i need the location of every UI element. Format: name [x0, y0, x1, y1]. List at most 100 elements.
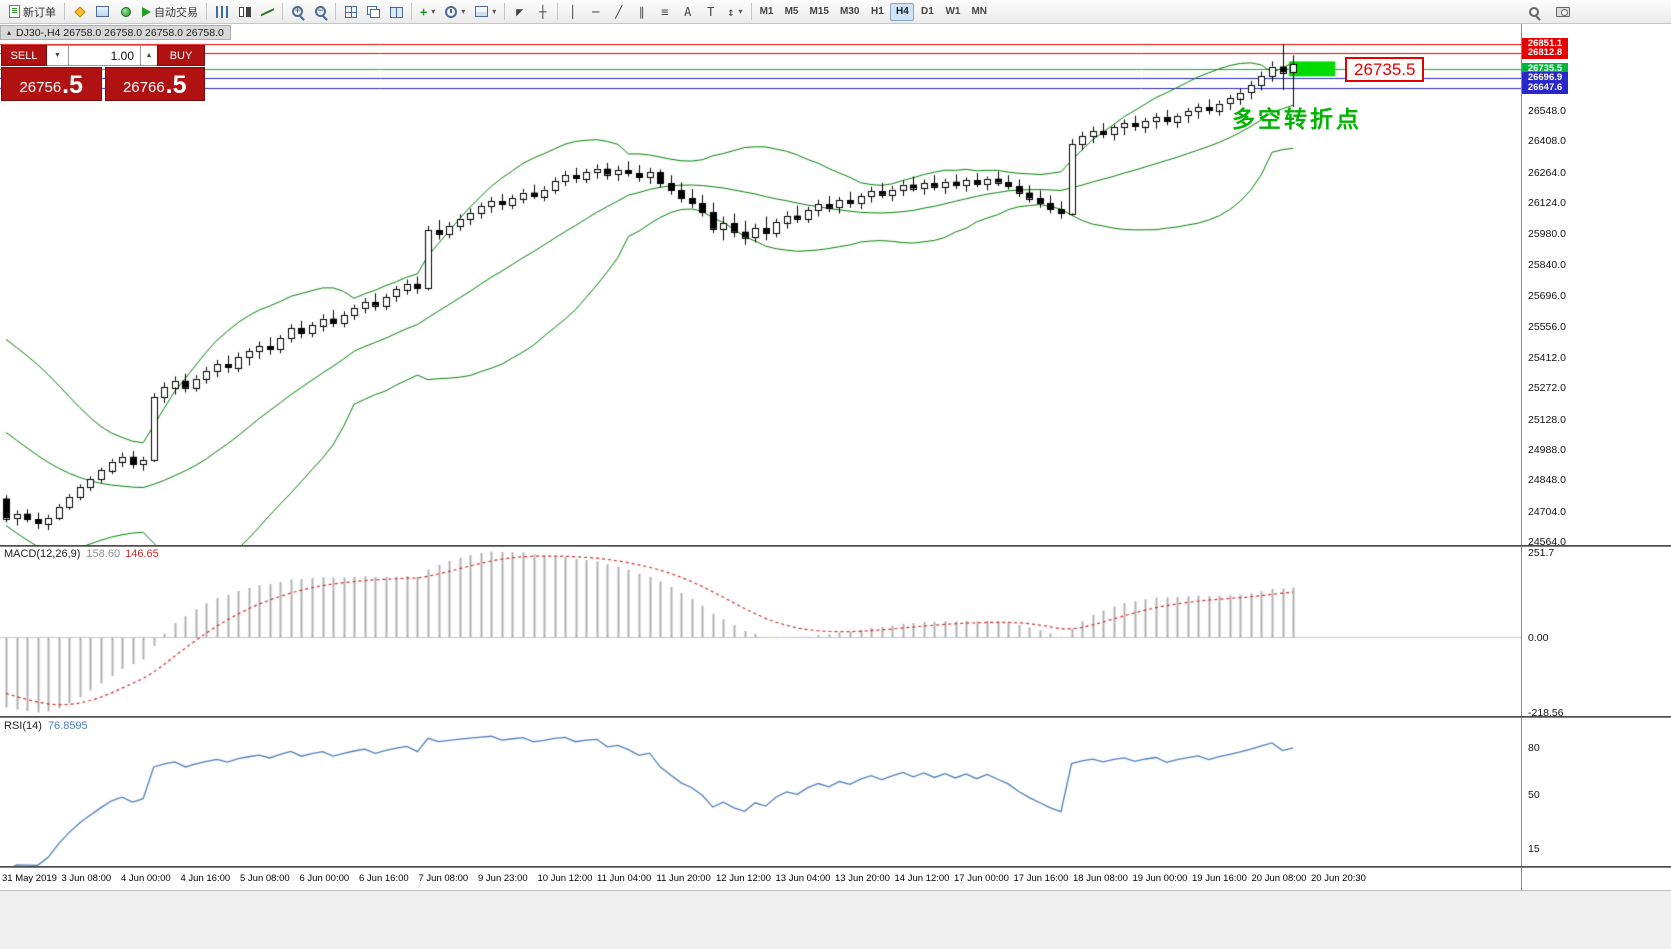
crosshair-icon: ┼: [539, 4, 547, 19]
horizontal-line-button[interactable]: ─: [584, 2, 607, 22]
timeframe-button-m15[interactable]: M15: [809, 6, 829, 17]
camera-icon: [1556, 6, 1570, 17]
time-axis-label: 7 Jun 08:00: [418, 873, 469, 884]
chart-annotation-text[interactable]: 多空转折点: [1232, 106, 1362, 132]
new-order-button[interactable]: 新订单: [4, 2, 61, 22]
sell-button[interactable]: SELL: [1, 45, 47, 66]
price-level-callout[interactable]: 26735.5: [1345, 57, 1425, 82]
sell-price-button[interactable]: 26756 .5: [1, 67, 102, 101]
zoom-in-icon: +: [292, 6, 303, 17]
timeframe-button-h4[interactable]: H4: [890, 2, 915, 21]
monitor-icon: [96, 6, 109, 17]
time-axis-label: 13 Jun 04:00: [775, 873, 831, 884]
line-chart-button[interactable]: [256, 2, 279, 22]
zoom-in-button[interactable]: +: [286, 2, 309, 22]
rsi-indicator-label: RSI(14) 76.8595: [4, 720, 88, 732]
arrows-tool-button[interactable]: ↕ ▾: [722, 2, 747, 22]
timeframe-button-mn[interactable]: MN: [971, 6, 987, 17]
time-axis[interactable]: 31 May 2019 3 Jun 08:00 4 Jun 00:00 4 Jun 1…: [0, 868, 1522, 890]
toolbar-separator: [335, 3, 336, 20]
sell-price-main: 26756: [19, 79, 62, 96]
channel-button[interactable]: ∥: [630, 2, 653, 22]
data-window-button[interactable]: [91, 2, 114, 22]
label-tool-button[interactable]: T: [699, 2, 722, 22]
panel-splitter[interactable]: [0, 716, 1671, 718]
play-icon: [142, 6, 151, 17]
crosshair-button[interactable]: ┼: [531, 2, 554, 22]
macd-value-signal: 146.65: [125, 548, 159, 560]
snapshot-button[interactable]: [1551, 2, 1575, 22]
autotrading-button[interactable]: 自动交易: [137, 2, 203, 22]
rsi-canvas[interactable]: [0, 718, 1522, 866]
candlestick-chart-button[interactable]: [233, 2, 256, 22]
rsi-value: 76.8595: [47, 720, 88, 732]
timeframe-toolbar: M1 M5 M15 M30 H1 H4 D1 W1 MN: [755, 2, 992, 21]
one-click-trade-panel: SELL ▼ ▲ BUY 26756 .5 26766 .5: [1, 45, 205, 101]
price-axis-tick: 25128.0: [1528, 413, 1566, 426]
text-tool-button[interactable]: A: [676, 2, 699, 22]
macd-indicator-label: MACD(12,26,9) 158.60 146.65: [4, 548, 159, 560]
macd-axis-tick: 251.7: [1528, 546, 1555, 559]
horizontal-line-icon: ─: [592, 4, 600, 19]
metaeditor-icon: [73, 5, 86, 18]
metaeditor-button[interactable]: [68, 2, 91, 22]
price-axis-tick: 26548.0: [1528, 105, 1566, 118]
timeframe-button-d1[interactable]: D1: [921, 6, 934, 17]
macd-name: MACD(12,26,9): [4, 548, 81, 560]
vertical-line-button[interactable]: │: [561, 2, 584, 22]
timeframe-button-m5[interactable]: M5: [784, 6, 799, 17]
rsi-axis-tick: 50: [1528, 788, 1540, 801]
timeframe-button-m30[interactable]: M30: [839, 6, 860, 17]
price-axis[interactable]: 26548.0 26408.0 26264.0 26124.0 25980.0 25840…: [1522, 0, 1671, 949]
price-axis-tick: 26124.0: [1528, 197, 1566, 210]
chart-symbol-tab[interactable]: ▴ DJ30-,H4 26758.0 26758.0 26758.0 26758…: [0, 25, 231, 40]
indicators-button[interactable]: + ▾: [415, 2, 440, 22]
trendline-button[interactable]: ╱: [607, 2, 630, 22]
volume-dropdown[interactable]: ▼: [47, 45, 69, 66]
vertical-line-icon: │: [569, 4, 577, 19]
price-axis-tick: 25980.0: [1528, 228, 1566, 241]
macd-canvas[interactable]: [0, 547, 1522, 716]
strategy-tester-button[interactable]: [114, 2, 137, 22]
search-button[interactable]: [1522, 2, 1545, 22]
buy-price-frac: .5: [165, 71, 187, 99]
zoom-out-button[interactable]: −: [309, 2, 332, 22]
time-axis-label: 9 Jun 23:00: [478, 873, 528, 884]
timeframe-button-w1[interactable]: W1: [945, 6, 961, 17]
fibonacci-button[interactable]: ≡: [653, 2, 676, 22]
channel-icon: ∥: [638, 4, 645, 19]
axis-divider: [1521, 24, 1522, 890]
trendline-icon: ╱: [615, 4, 623, 19]
price-axis-tick: 25272.0: [1528, 382, 1566, 395]
timeframe-button-m1[interactable]: M1: [759, 6, 774, 17]
time-axis-label: 11 Jun 20:00: [656, 873, 711, 884]
time-axis-label: 20 Jun 08:00: [1251, 873, 1307, 884]
cascade-windows-button[interactable]: [362, 2, 385, 22]
time-axis-label: 13 Jun 20:00: [835, 873, 890, 884]
main-chart-canvas[interactable]: [0, 24, 1522, 545]
arrange-windows-icon: [390, 6, 403, 18]
price-axis-tick: 25412.0: [1528, 351, 1566, 364]
cursor-button[interactable]: ◤: [508, 2, 531, 22]
toolbar-separator: [64, 3, 65, 20]
buy-price-button[interactable]: 26766 .5: [104, 67, 205, 101]
tile-windows-button[interactable]: [339, 2, 362, 22]
timeframe-button-h1[interactable]: H1: [871, 6, 884, 17]
time-axis-label: 3 Jun 08:00: [61, 873, 112, 884]
time-axis-label: 19 Jun 00:00: [1132, 873, 1188, 884]
line-chart-icon: [261, 6, 274, 17]
price-axis-tick: 25840.0: [1528, 258, 1566, 271]
volume-input[interactable]: [69, 45, 141, 66]
price-line-tag: 26696.9: [1522, 71, 1568, 84]
panel-splitter[interactable]: [0, 866, 1671, 868]
periods-button[interactable]: ▾: [440, 2, 470, 22]
volume-spinner[interactable]: ▲: [141, 45, 157, 66]
time-axis-label: 4 Jun 00:00: [121, 873, 171, 884]
time-axis-label: 17 Jun 16:00: [1013, 873, 1069, 884]
sell-price-frac: .5: [62, 71, 84, 99]
arrange-windows-button[interactable]: [385, 2, 408, 22]
panel-splitter[interactable]: [0, 545, 1671, 547]
buy-button[interactable]: BUY: [157, 45, 205, 66]
bar-chart-button[interactable]: [210, 2, 233, 22]
templates-button[interactable]: ▾: [470, 2, 501, 22]
